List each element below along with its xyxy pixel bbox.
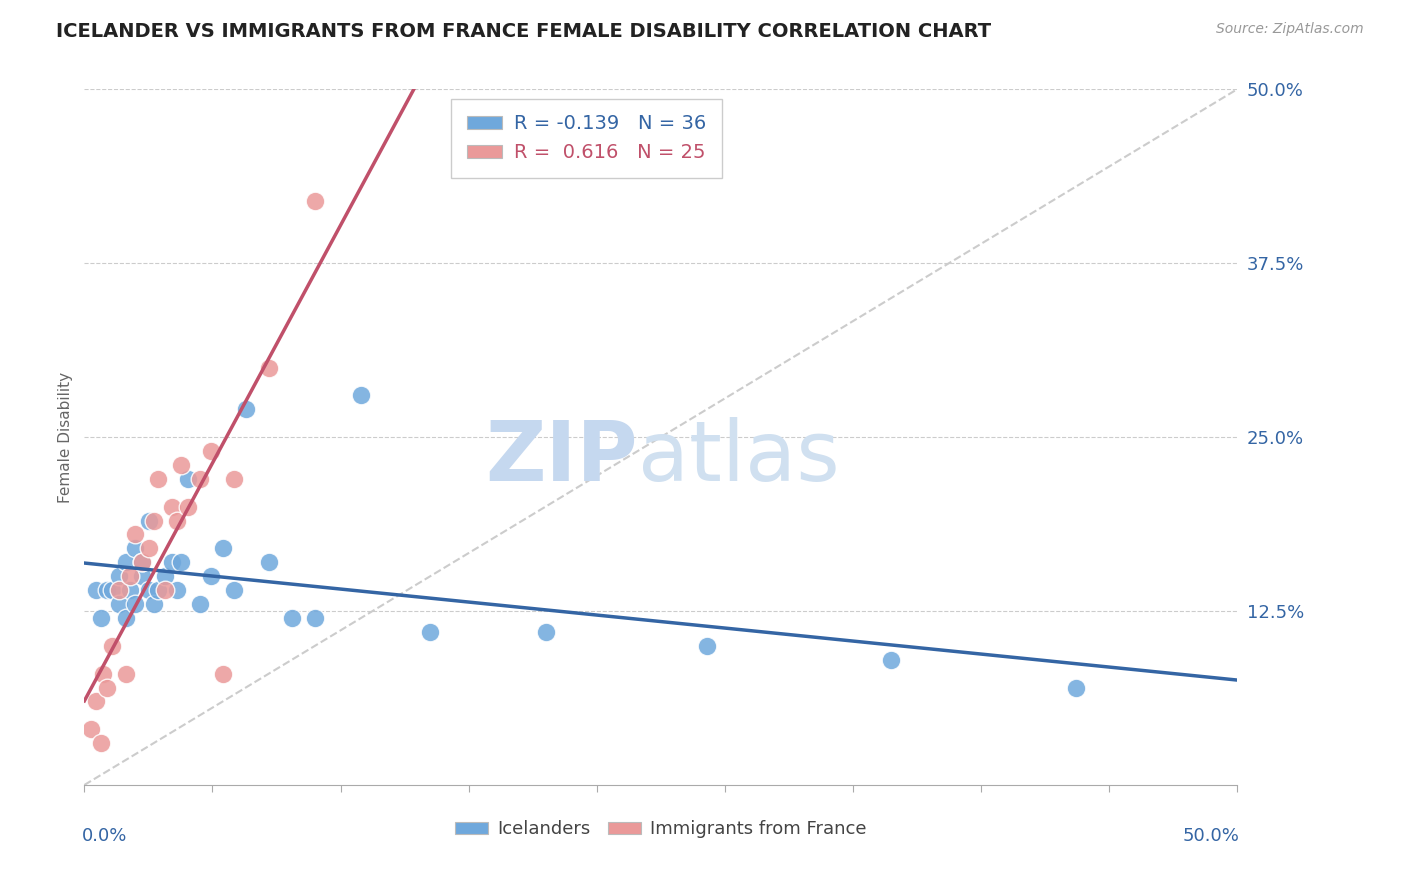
Point [96, 583, 118, 598]
Point [200, 569, 222, 583]
Point [120, 569, 142, 583]
Text: ZIP: ZIP [485, 417, 638, 499]
Point [80, 723, 103, 737]
Point [142, 514, 165, 528]
Point [235, 402, 257, 417]
Point [166, 514, 188, 528]
Text: 0.0%: 0.0% [82, 827, 128, 845]
Y-axis label: Female Disability: Female Disability [58, 371, 73, 503]
Point [146, 583, 169, 598]
Point [131, 555, 153, 569]
Text: Source: ZipAtlas.com: Source: ZipAtlas.com [1216, 22, 1364, 37]
Point [224, 583, 246, 598]
Text: atlas: atlas [638, 417, 839, 499]
Point [138, 583, 160, 598]
Point [108, 597, 131, 611]
Point [304, 611, 326, 625]
Point [89, 736, 111, 750]
Point [142, 597, 165, 611]
Point [170, 555, 193, 569]
Point [84, 583, 107, 598]
Point [96, 681, 118, 695]
Point [281, 611, 304, 625]
Point [124, 527, 146, 541]
Point [131, 569, 153, 583]
Point [211, 541, 233, 556]
Point [108, 569, 131, 583]
Point [200, 444, 222, 458]
Text: ICELANDER VS IMMIGRANTS FROM FRANCE FEMALE DISABILITY CORRELATION CHART: ICELANDER VS IMMIGRANTS FROM FRANCE FEMA… [56, 22, 991, 41]
Point [188, 597, 211, 611]
Point [224, 472, 246, 486]
Point [138, 541, 160, 556]
Point [257, 360, 280, 375]
Point [153, 569, 176, 583]
Point [131, 555, 153, 569]
Point [188, 472, 211, 486]
Point [696, 639, 718, 653]
Point [146, 472, 169, 486]
Point [350, 388, 373, 402]
Point [115, 666, 138, 681]
Point [166, 583, 188, 598]
Point [1064, 681, 1087, 695]
Point [91, 666, 114, 681]
Legend: Icelanders, Immigrants from France: Icelanders, Immigrants from France [449, 814, 873, 846]
Point [115, 555, 138, 569]
Point [108, 583, 131, 598]
Point [120, 583, 142, 598]
Point [304, 194, 326, 208]
Point [160, 555, 183, 569]
Point [880, 653, 903, 667]
Point [115, 611, 138, 625]
Point [177, 500, 200, 514]
Point [160, 500, 183, 514]
Point [419, 624, 441, 639]
Point [84, 694, 107, 708]
Point [534, 624, 557, 639]
Point [211, 666, 233, 681]
Point [170, 458, 193, 472]
Point [138, 514, 160, 528]
Text: 50.0%: 50.0% [1182, 827, 1240, 845]
Point [153, 583, 176, 598]
Point [101, 583, 124, 598]
Point [89, 611, 111, 625]
Point [257, 555, 280, 569]
Point [101, 639, 124, 653]
Point [124, 541, 146, 556]
Point [124, 597, 146, 611]
Point [177, 472, 200, 486]
